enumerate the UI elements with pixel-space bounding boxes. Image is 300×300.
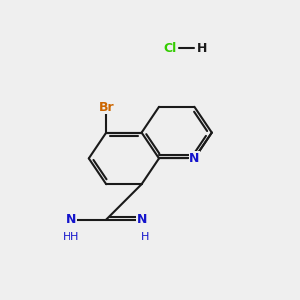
Text: N: N <box>66 213 76 226</box>
Text: H: H <box>70 232 79 242</box>
Text: N: N <box>189 152 200 165</box>
Text: H: H <box>141 232 149 242</box>
Text: Cl: Cl <box>164 41 177 55</box>
Text: N: N <box>136 213 147 226</box>
Text: H: H <box>63 232 71 242</box>
Text: H: H <box>196 41 207 55</box>
Text: Br: Br <box>98 100 114 114</box>
